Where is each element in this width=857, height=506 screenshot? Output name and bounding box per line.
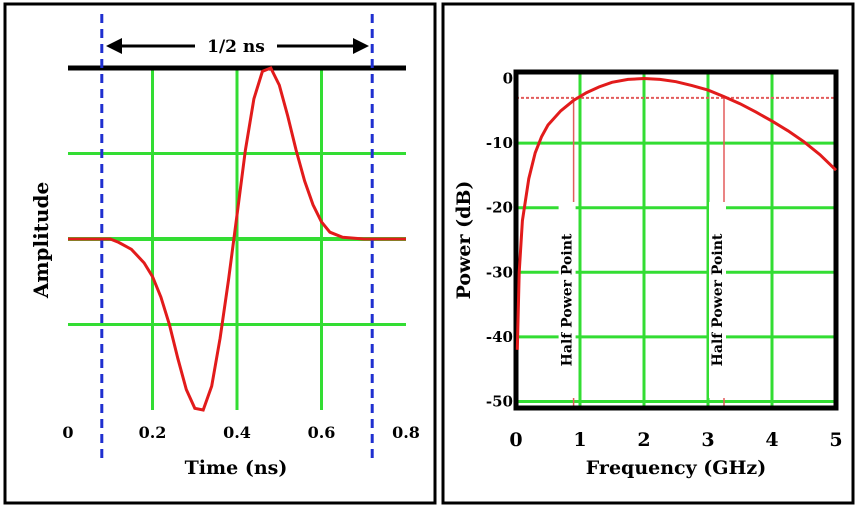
left-x-tick-label-3: 0.6 bbox=[308, 423, 336, 442]
right-y-ticks: 0 -10 -20 -30 -40 -50 bbox=[486, 69, 513, 410]
half-power-label-bg-0 bbox=[558, 202, 576, 398]
span-arrow-left-head bbox=[106, 38, 122, 54]
span-arrow-right-head bbox=[353, 38, 369, 54]
right-x-tick-label-5: 5 bbox=[829, 429, 842, 451]
right-x-tick-label-3: 3 bbox=[701, 429, 714, 451]
left-x-tick-label-0: 0 bbox=[62, 423, 73, 442]
half-power-label-1: Half Power Point bbox=[710, 233, 726, 366]
right-panel-frame bbox=[441, 2, 855, 505]
span-label-bg bbox=[195, 32, 277, 58]
right-y-tick-label-2: -20 bbox=[486, 199, 513, 217]
left-y-axis-label: Amplitude bbox=[29, 182, 53, 299]
right-y-tick-label-1: -10 bbox=[486, 134, 513, 152]
half-power-label-bg-1 bbox=[709, 202, 726, 398]
right-y-tick-label-3: -30 bbox=[486, 263, 513, 281]
right-x-tick-label-1: 1 bbox=[573, 429, 586, 451]
left-waveform-line bbox=[68, 66, 406, 412]
left-x-tick-label-2: 0.4 bbox=[223, 423, 251, 442]
right-half-power-lines: Half Power Point Half Power Point bbox=[516, 96, 836, 408]
right-spectrum-line bbox=[515, 76, 838, 350]
right-y-tick-label-0: 0 bbox=[503, 69, 513, 87]
right-x-tick-label-4: 4 bbox=[765, 429, 778, 451]
right-plot-frame bbox=[513, 69, 839, 411]
right-x-tick-label-0: 0 bbox=[509, 429, 522, 451]
left-x-ticks: 0 0.2 0.4 0.6 0.8 bbox=[62, 423, 419, 442]
left-x-tick-label-4: 0.8 bbox=[392, 423, 420, 442]
right-x-axis-label: Frequency (GHz) bbox=[586, 457, 766, 479]
left-x-tick-label-1: 0.2 bbox=[139, 423, 167, 442]
half-power-label-0: Half Power Point bbox=[560, 233, 576, 366]
right-y-tick-label-4: -40 bbox=[486, 328, 513, 346]
span-label: 1/2 ns bbox=[207, 37, 265, 57]
right-x-tick-label-2: 2 bbox=[637, 429, 650, 451]
right-x-ticks: 0 1 2 3 4 5 bbox=[509, 429, 842, 451]
left-x-axis-label: Time (ns) bbox=[185, 457, 288, 479]
left-panel-frame bbox=[3, 2, 437, 505]
right-y-tick-label-5: -50 bbox=[486, 393, 513, 411]
right-y-axis-label: Power (dB) bbox=[453, 181, 475, 300]
